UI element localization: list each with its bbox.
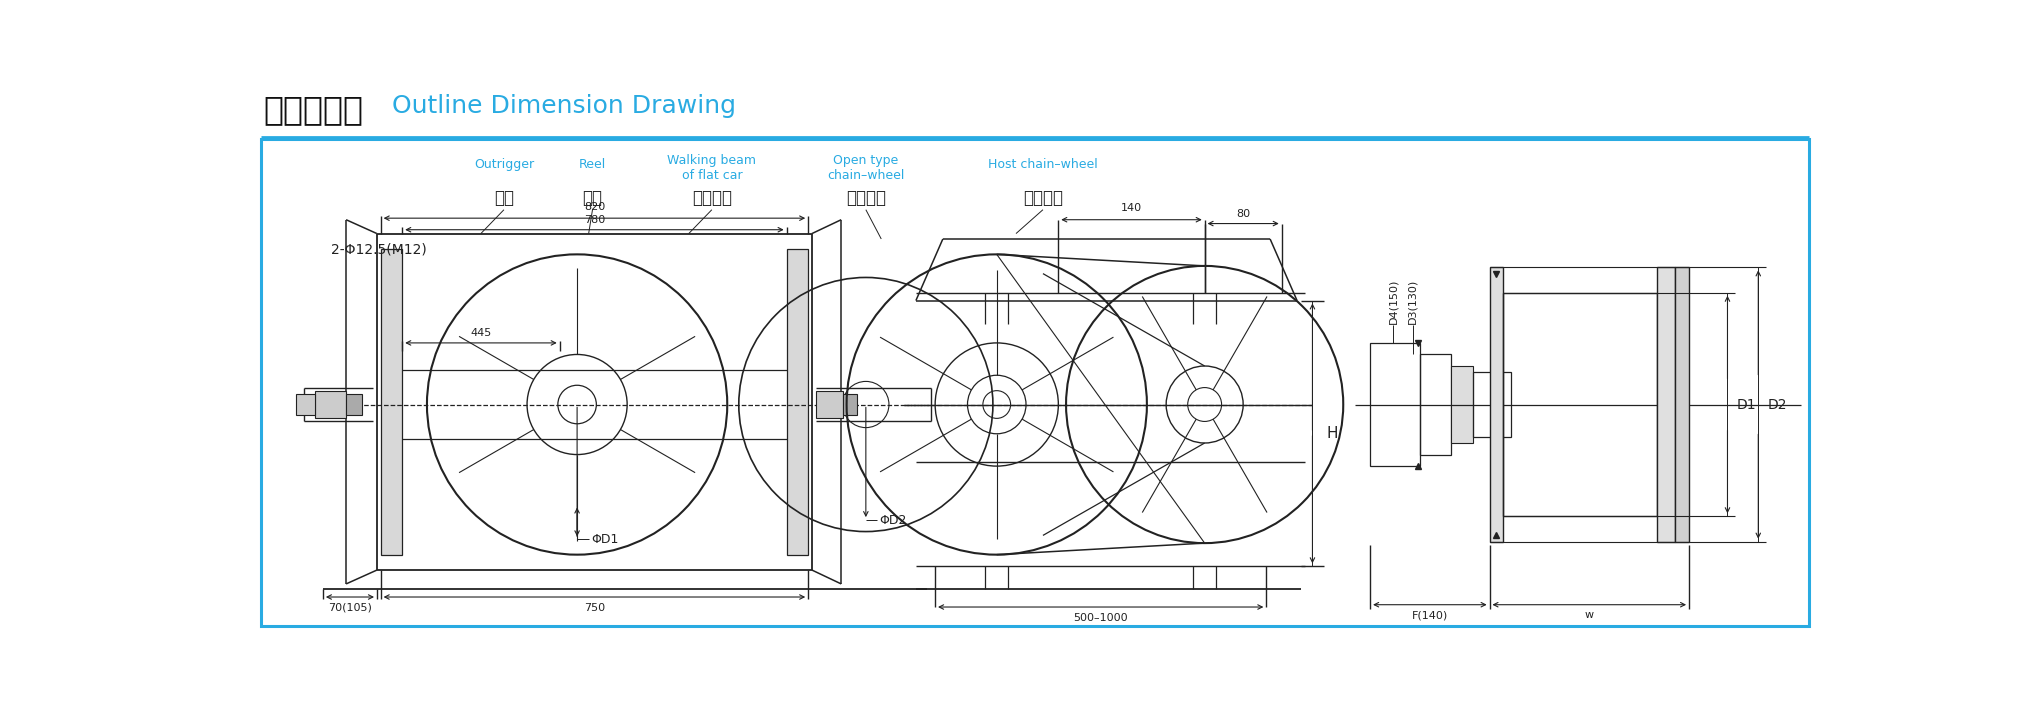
Bar [1656,268,1675,542]
Text: H: H [1327,426,1337,440]
Bar [1450,366,1473,443]
Bar [1503,293,1656,516]
Text: D4(150): D4(150) [1388,278,1398,324]
Text: D3(130): D3(130) [1408,278,1418,324]
Text: 平车走梁: 平车走梁 [691,189,731,207]
Text: 支腿: 支腿 [495,189,513,207]
Bar [261,139,1810,625]
Text: 820: 820 [584,202,606,212]
Text: 445: 445 [471,328,491,338]
Bar [1473,372,1511,437]
Text: 2-Φ12.5(M12): 2-Φ12.5(M12) [331,243,426,257]
Text: 80: 80 [1236,209,1250,219]
Bar [297,394,315,416]
Text: 开式链轮: 开式链轮 [846,189,887,207]
Text: ΦD1: ΦD1 [592,532,618,546]
Text: Reel: Reel [580,158,606,171]
Bar [315,391,345,418]
Text: 500–1000: 500–1000 [1073,613,1127,623]
Bar [1489,268,1503,542]
Bar [1370,343,1420,466]
Text: 140: 140 [1121,203,1141,213]
Text: w: w [1586,610,1594,620]
Text: F(140): F(140) [1412,610,1448,620]
Text: 主机链轮: 主机链轮 [1022,189,1063,207]
Text: Outrigger: Outrigger [475,158,533,171]
Text: 750: 750 [584,603,604,613]
Bar [1675,268,1689,542]
Bar [816,391,842,418]
Bar [1420,355,1450,455]
Bar [380,249,402,554]
Text: ΦD2: ΦD2 [881,513,907,527]
Text: Host chain–wheel: Host chain–wheel [988,158,1097,171]
Text: Outline Dimension Drawing: Outline Dimension Drawing [392,94,737,118]
Bar [786,249,808,554]
Text: Open type
chain–wheel: Open type chain–wheel [826,154,905,182]
Text: D1: D1 [1737,397,1755,411]
Text: D2: D2 [1768,397,1788,411]
Text: 70(105): 70(105) [327,603,372,613]
Text: 780: 780 [584,215,606,224]
Bar [345,394,362,416]
Text: 卷筒: 卷筒 [582,189,602,207]
Text: Walking beam
of flat car: Walking beam of flat car [667,154,755,182]
Bar [842,394,856,416]
Text: 外形尺寸图: 外形尺寸图 [265,93,364,125]
